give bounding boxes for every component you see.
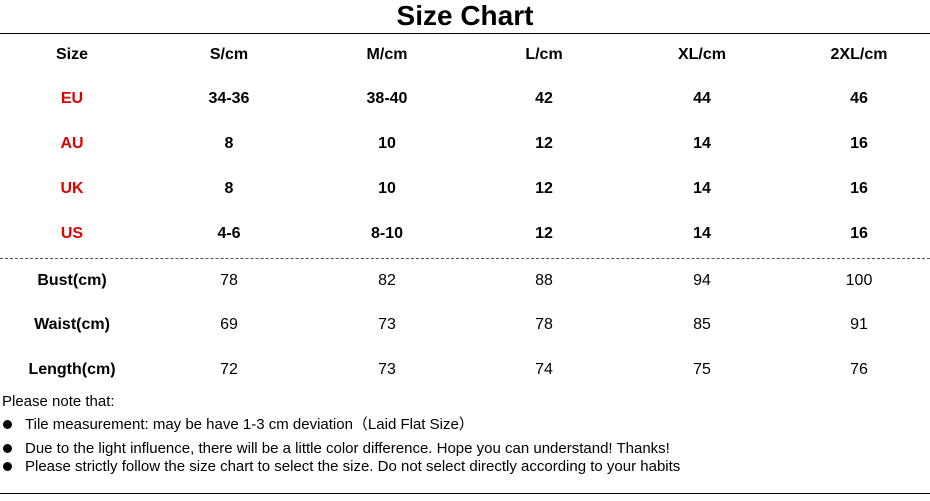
- note-item: Tile measurement: may be have 1-3 cm dev…: [2, 416, 474, 434]
- table-cell: 16: [850, 225, 868, 242]
- table-cell: 14: [693, 225, 711, 242]
- table-cell: 85: [693, 316, 711, 333]
- row-label-uk: UK: [60, 180, 84, 197]
- row-label-waist: Waist(cm): [34, 316, 110, 333]
- table-row-length: Length(cm) 72 73 74 75 76: [0, 358, 930, 382]
- table-cell: 75: [693, 361, 711, 378]
- table-cell: 42: [535, 90, 553, 107]
- table-cell: 10: [378, 135, 396, 152]
- row-label-eu: EU: [60, 90, 84, 107]
- table-cell: 73: [378, 316, 396, 333]
- header-cell-l: L/cm: [525, 46, 563, 63]
- bullet-icon: [3, 420, 12, 430]
- bottom-divider: [0, 493, 930, 494]
- notes-heading: Please note that:: [2, 393, 115, 410]
- table-cell: 10: [378, 180, 396, 197]
- note-text: Due to the light influence, there will b…: [25, 440, 670, 457]
- table-cell: 14: [693, 135, 711, 152]
- table-cell: 38-40: [366, 90, 408, 107]
- table-cell: 76: [850, 361, 868, 378]
- row-label-bust: Bust(cm): [37, 272, 107, 289]
- page-title: Size Chart: [396, 0, 534, 31]
- table-cell: 4-6: [217, 225, 241, 242]
- header-cell-m: M/cm: [366, 46, 408, 63]
- table-cell: 12: [535, 225, 553, 242]
- table-cell: 94: [693, 272, 711, 289]
- table-cell: 8: [224, 135, 234, 152]
- table-cell: 78: [535, 316, 553, 333]
- section-divider: [0, 258, 930, 259]
- row-label-au: AU: [60, 135, 84, 152]
- table-cell: 44: [693, 90, 711, 107]
- table-cell: 14: [693, 180, 711, 197]
- row-label-length: Length(cm): [28, 361, 116, 378]
- table-row-uk: UK 8 10 12 14 16: [0, 177, 930, 201]
- table-header-row: Size S/cm M/cm L/cm XL/cm 2XL/cm: [0, 43, 930, 67]
- table-cell: 16: [850, 135, 868, 152]
- table-row-us: US 4-6 8-10 12 14 16: [0, 222, 930, 246]
- table-row-waist: Waist(cm) 69 73 78 85 91: [0, 313, 930, 337]
- table-cell: 12: [535, 135, 553, 152]
- table-cell: 88: [535, 272, 553, 289]
- header-cell-2xl: 2XL/cm: [830, 46, 888, 63]
- table-cell: 12: [535, 180, 553, 197]
- table-cell: 74: [535, 361, 553, 378]
- note-text: Tile measurement: may be have 1-3 cm dev…: [25, 416, 474, 433]
- bullet-icon: [3, 462, 12, 472]
- note-text: Please strictly follow the size chart to…: [25, 458, 681, 475]
- title-divider: [0, 33, 930, 34]
- table-row-bust: Bust(cm) 78 82 88 94 100: [0, 269, 930, 293]
- header-cell-s: S/cm: [209, 46, 249, 63]
- table-cell: 82: [378, 272, 396, 289]
- table-cell: 46: [850, 90, 868, 107]
- table-cell: 73: [378, 361, 396, 378]
- header-cell-xl: XL/cm: [677, 46, 726, 63]
- table-cell: 69: [220, 316, 238, 333]
- note-item: Please strictly follow the size chart to…: [2, 458, 680, 476]
- table-cell: 72: [220, 361, 238, 378]
- note-item: Due to the light influence, there will b…: [2, 440, 670, 458]
- header-cell-size: Size: [55, 46, 88, 63]
- table-row-au: AU 8 10 12 14 16: [0, 132, 930, 156]
- row-label-us: US: [60, 225, 84, 242]
- table-cell: 78: [220, 272, 238, 289]
- table-row-eu: EU 34-36 38-40 42 44 46: [0, 87, 930, 111]
- table-cell: 34-36: [208, 90, 250, 107]
- table-cell: 8: [224, 180, 234, 197]
- bullet-icon: [3, 444, 12, 454]
- table-cell: 8-10: [370, 225, 404, 242]
- table-cell: 91: [850, 316, 868, 333]
- table-cell: 16: [850, 180, 868, 197]
- table-cell: 100: [845, 272, 873, 289]
